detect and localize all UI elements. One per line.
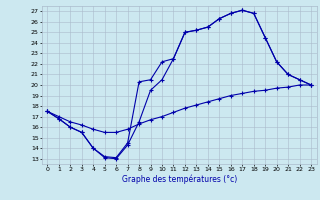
X-axis label: Graphe des températures (°c): Graphe des températures (°c) [122,175,237,184]
